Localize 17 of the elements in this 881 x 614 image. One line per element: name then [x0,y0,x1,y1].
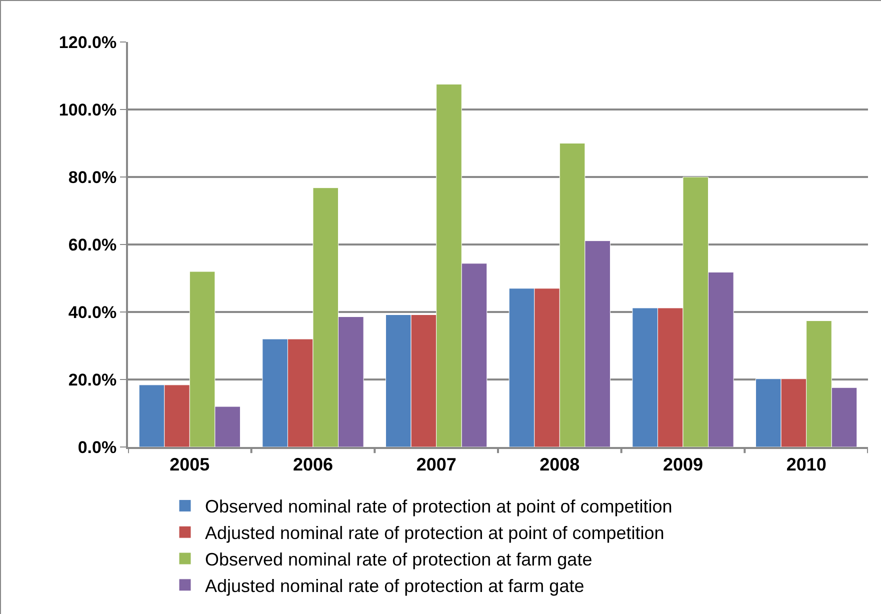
legend-label: Adjusted nominal rate of protection at farm gate [205,576,584,596]
x-tick-label: 2008 [540,454,580,475]
y-tick-label: 80.0% [68,168,117,187]
y-tick-label: 100.0% [58,100,117,120]
x-tick-label: 2010 [786,454,826,475]
y-tick-label: 40.0% [68,302,117,322]
legend-label: Observed nominal rate of protection at point of competition [205,496,672,517]
y-tick-label: 120.0% [58,32,117,52]
legend-label: Adjusted nominal rate of protection at point of competition [205,523,664,544]
y-tick-label: 0.0% [78,438,117,457]
x-tick-label: 2005 [170,454,210,475]
y-tick-label: 60.0% [68,235,117,254]
x-tick-label: 2006 [292,454,334,475]
x-tick-label: 2007 [416,454,456,475]
legend-label: Observed nominal rate of protection at farm gate [205,550,592,570]
y-tick-label: 20.0% [68,370,117,390]
x-tick-label: 2009 [662,454,704,475]
